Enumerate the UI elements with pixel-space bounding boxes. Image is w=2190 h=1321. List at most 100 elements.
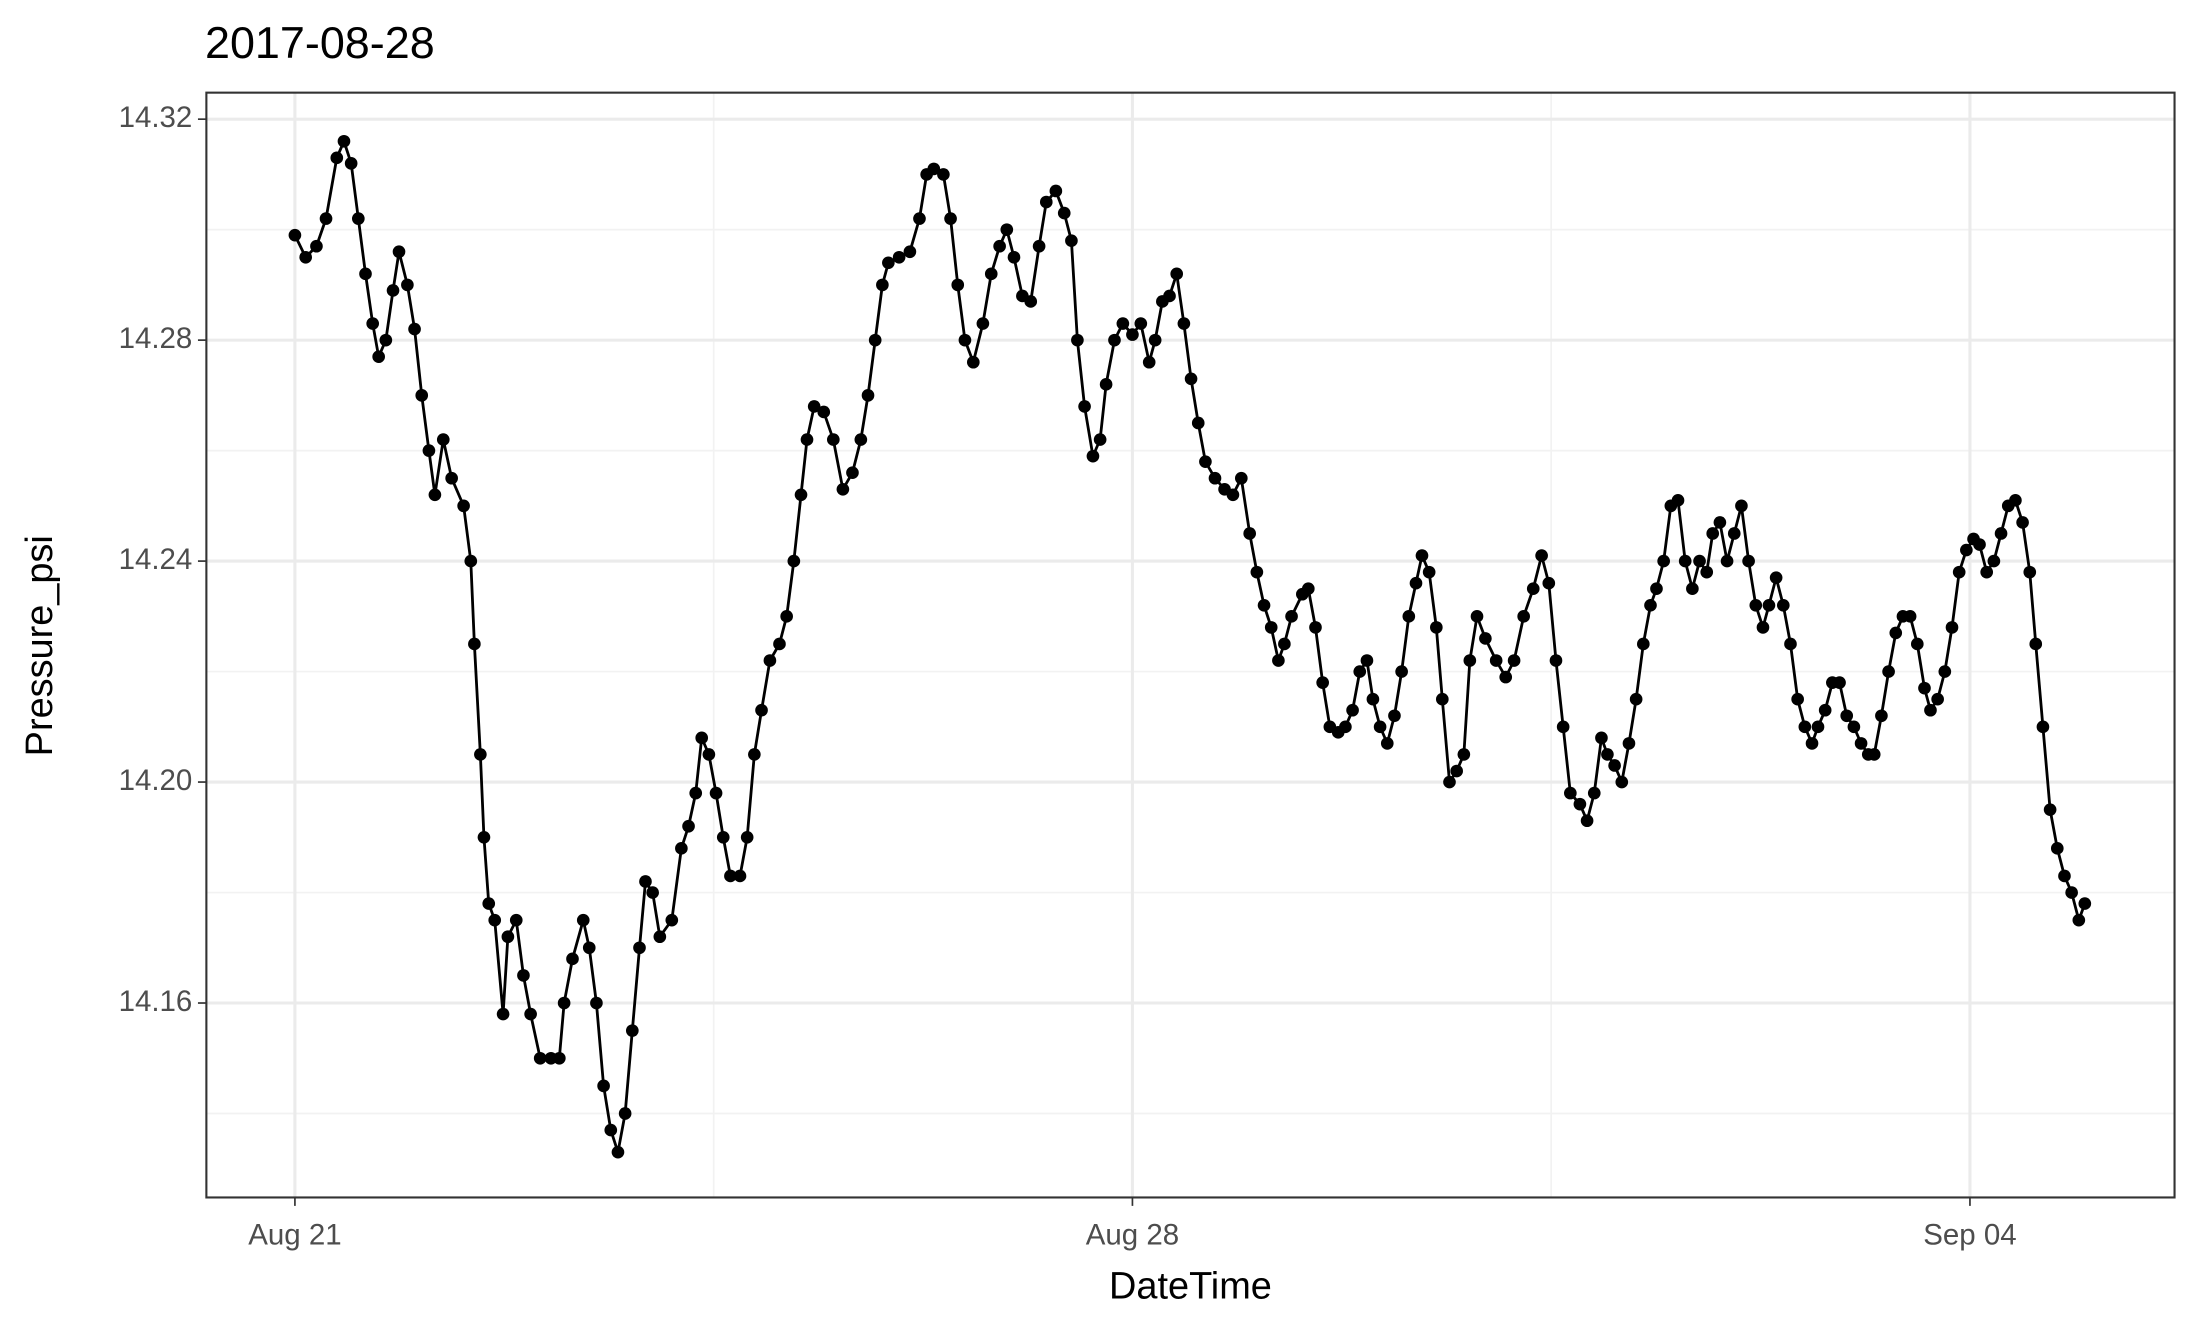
data-point [1595, 731, 1608, 745]
data-point [1650, 582, 1663, 596]
data-point [524, 1007, 537, 1021]
data-point [517, 969, 530, 982]
data-point [352, 212, 365, 225]
data-point [892, 250, 906, 264]
data-point [1057, 206, 1071, 220]
data-point [944, 212, 957, 225]
data-point [1366, 692, 1380, 706]
data-point [597, 1079, 610, 1093]
data-point [1889, 626, 1903, 640]
data-point [1177, 317, 1191, 330]
data-point [582, 941, 596, 955]
y-tick-label: 14.32 [119, 101, 193, 134]
data-point [1818, 703, 1832, 717]
data-point [861, 389, 875, 402]
data-point [1134, 317, 1148, 330]
data-point [1756, 621, 1770, 634]
data-point [1007, 250, 1021, 264]
data-point [1601, 748, 1614, 761]
data-point [1945, 621, 1959, 634]
data-point [846, 466, 859, 480]
data-point [2050, 842, 2064, 855]
data-point [854, 433, 868, 446]
data-point [401, 278, 414, 292]
data-point [1243, 527, 1257, 540]
data-point [1226, 488, 1240, 502]
data-point [1973, 538, 1986, 551]
data-point [1727, 527, 1741, 540]
y-tick-label: 14.24 [119, 543, 193, 576]
x-tick-label: Sep 04 [1923, 1219, 2016, 1252]
data-point [1938, 665, 1952, 678]
data-point [1170, 267, 1184, 281]
data-point [1629, 692, 1643, 706]
data-point [1637, 637, 1650, 651]
x-axis-title: DateTime [1109, 1266, 1272, 1308]
data-point [590, 996, 603, 1010]
data-point [653, 930, 667, 944]
data-point [310, 239, 323, 253]
data-point [1126, 328, 1139, 341]
data-point [724, 869, 737, 883]
data-point [773, 637, 786, 651]
data-point [763, 654, 777, 667]
data-point [1148, 333, 1162, 347]
data-point [386, 284, 400, 297]
data-point [299, 250, 313, 264]
data-point [1615, 775, 1629, 789]
data-point [1987, 554, 2001, 568]
data-point [1470, 610, 1484, 623]
data-point [1791, 692, 1804, 706]
data-point [474, 748, 487, 761]
data-point [1000, 223, 1014, 236]
data-point [392, 245, 406, 259]
data-point [695, 731, 709, 745]
data-point [1556, 720, 1570, 734]
data-point [1931, 692, 1944, 706]
data-point [1353, 665, 1367, 678]
data-point [913, 212, 926, 225]
data-point [1272, 654, 1285, 667]
data-point [1693, 554, 1706, 568]
data-point [1573, 797, 1587, 811]
data-point [1924, 703, 1937, 717]
data-point [1184, 372, 1198, 386]
y-tick-label: 14.28 [119, 322, 193, 355]
data-point [618, 1107, 632, 1120]
y-axis-title: Pressure_psi [19, 535, 61, 756]
data-point [1875, 709, 1888, 723]
data-point [1388, 709, 1401, 723]
data-point [827, 433, 840, 446]
data-point [748, 748, 761, 761]
data-point [1840, 709, 1854, 723]
data-point [1952, 565, 1966, 579]
data-point [2023, 565, 2037, 579]
data-point [1116, 317, 1130, 330]
data-point [1309, 621, 1322, 634]
data-point [1580, 814, 1594, 828]
data-point [1918, 681, 1931, 695]
data-point [611, 1145, 625, 1159]
chart-title: 2017-08-28 [205, 17, 435, 68]
data-point [1065, 234, 1078, 248]
data-point [1208, 471, 1222, 485]
data-point [1700, 565, 1714, 579]
data-point [344, 157, 358, 170]
data-point [702, 748, 716, 761]
data-point [1093, 433, 1107, 446]
data-point [993, 239, 1006, 253]
data-point [1706, 527, 1720, 540]
data-point [1346, 703, 1359, 717]
data-point [1805, 737, 1819, 750]
data-point [2043, 803, 2057, 816]
data-point [976, 317, 990, 330]
data-point [1564, 786, 1577, 800]
x-tick-label: Aug 28 [1086, 1219, 1179, 1252]
data-point [1422, 565, 1436, 579]
data-point [1994, 527, 2008, 540]
data-point [1742, 554, 1755, 568]
data-point [1360, 654, 1374, 667]
data-point [876, 278, 889, 292]
data-point [1769, 571, 1783, 584]
data-point [1443, 775, 1456, 789]
